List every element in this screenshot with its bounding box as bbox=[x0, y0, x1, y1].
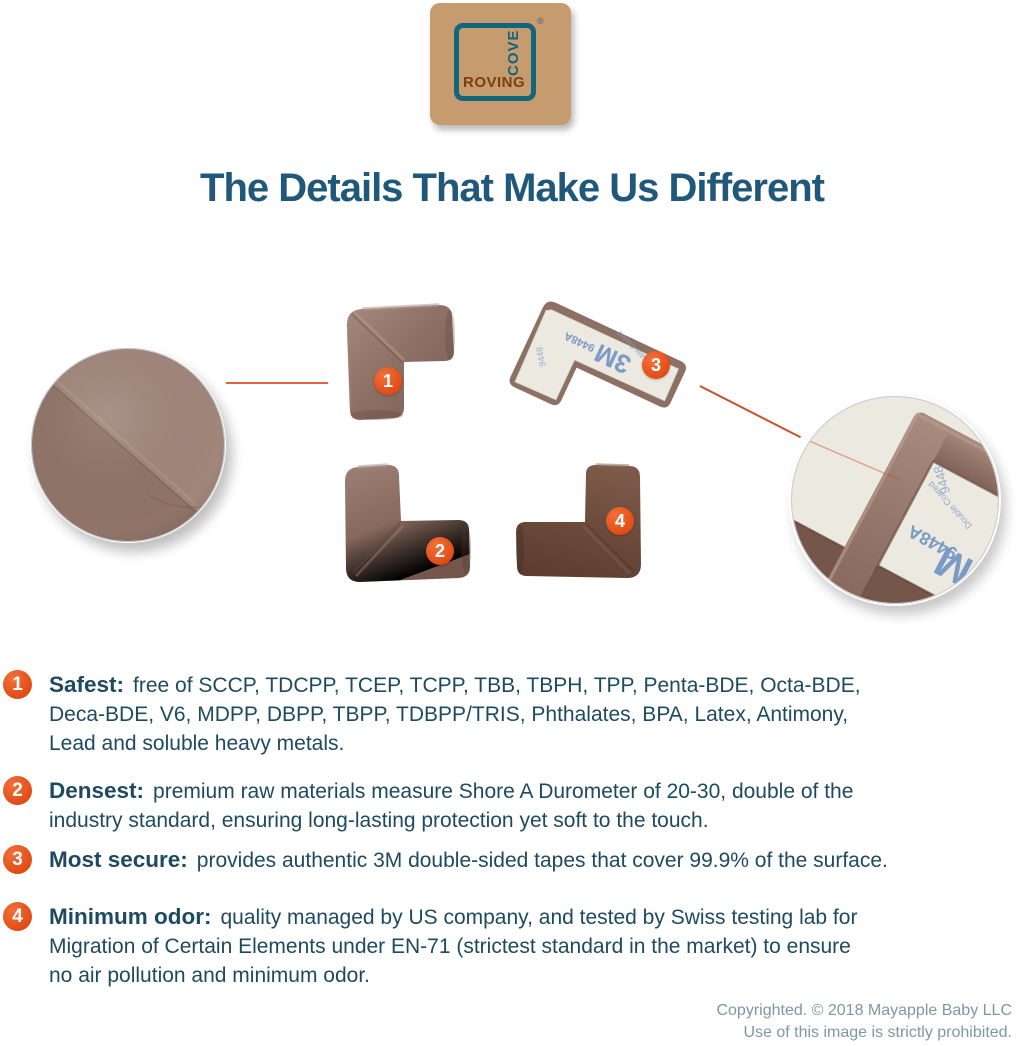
feature-description: premium raw materials measure Shore A Du… bbox=[153, 780, 854, 803]
tape-closeup-photo: 3M 9448A Double Coated 9448 bbox=[790, 395, 1000, 605]
feature-text: Most secure: provides authentic 3M double… bbox=[49, 845, 1021, 875]
feature-text-line: industry standard, ensuring long-lasting… bbox=[49, 809, 709, 832]
callout-line-left bbox=[226, 382, 328, 384]
feature-label: Densest: bbox=[49, 778, 145, 803]
feature-label: Safest: bbox=[49, 672, 125, 697]
feature-item-1: 1 Safest: free of SCCP, TDCPP, TCEP, TCPP,… bbox=[3, 670, 1021, 758]
tape-closeup-inset: 3M 9448A Double Coated 9448 bbox=[789, 394, 1001, 606]
feature-text: Safest: free of SCCP, TDCPP, TCEP, TCPP, … bbox=[49, 670, 1021, 758]
callout-line-right bbox=[699, 385, 802, 438]
feature-text-line: no air pollution and minimum odor. bbox=[49, 964, 371, 987]
feature-text-line: Most secure: provides authentic 3M double… bbox=[49, 845, 1021, 875]
roving-cove-logo: ROVING COVE ® bbox=[430, 3, 571, 125]
feature-number-badge: 4 bbox=[3, 902, 32, 931]
feature-item-4: 4 Minimum odor: quality managed by US comp… bbox=[3, 902, 1021, 990]
registered-trademark-icon: ® bbox=[537, 16, 544, 26]
foam-texture-inset bbox=[30, 347, 226, 543]
corner-protector-2 bbox=[345, 463, 471, 582]
foam-texture-photo bbox=[31, 348, 225, 542]
photo-marker-1: 1 bbox=[374, 367, 402, 395]
feature-number-badge: 1 bbox=[3, 670, 32, 699]
feature-label: Minimum odor: bbox=[49, 904, 212, 929]
corner-protector-1 bbox=[346, 303, 455, 420]
feature-text-line: Safest: free of SCCP, TDCPP, TCEP, TCPP, … bbox=[49, 670, 1021, 700]
feature-label: Most secure: bbox=[49, 847, 188, 872]
logo-cove-text: COVE bbox=[505, 29, 522, 76]
logo-frame bbox=[454, 23, 536, 101]
feature-description: quality managed by US company, and teste… bbox=[220, 906, 858, 929]
photo-marker-3: 3 bbox=[642, 351, 670, 379]
feature-number-badge: 3 bbox=[3, 845, 32, 874]
logo-roving-text: ROVING bbox=[463, 74, 526, 91]
feature-text-line: Minimum odor: quality managed by US compa… bbox=[49, 902, 1021, 932]
copyright-line-1: Copyrighted. © 2018 Mayapple Baby LLC bbox=[716, 1002, 1012, 1019]
corner-protector-4 bbox=[516, 463, 641, 578]
feature-description: provides authentic 3M double-sided tapes… bbox=[196, 849, 888, 872]
feature-text-line: Densest: premium raw materials measure Sh… bbox=[49, 776, 1021, 806]
feature-item-3: 3 Most secure: provides authentic 3M doubl… bbox=[3, 845, 1021, 875]
feature-text-line: Deca-BDE, V6, MDPP, DBPP, TBPP, TDBPP/TR… bbox=[49, 703, 849, 726]
photo-marker-2: 2 bbox=[426, 537, 454, 565]
copyright-line-2: Use of this image is strictly prohibited… bbox=[743, 1024, 1012, 1041]
feature-item-2: 2 Densest: premium raw materials measure S… bbox=[3, 776, 1021, 835]
feature-number-badge: 2 bbox=[3, 776, 32, 805]
copyright-notice: Copyrighted. © 2018 Mayapple Baby LLC Us… bbox=[716, 1000, 1012, 1044]
page-title: The Details That Make Us Different bbox=[200, 166, 825, 210]
feature-text-line: Migration of Certain Elements under EN-7… bbox=[49, 935, 851, 958]
feature-text: Densest: premium raw materials measure Sh… bbox=[49, 776, 1021, 835]
tape-frag-text: 9448 bbox=[534, 346, 547, 367]
corner-protector-3-tape-side: 3M 9448A Double Coated 9448 bbox=[509, 301, 687, 408]
feature-text: Minimum odor: quality managed by US compa… bbox=[49, 902, 1021, 990]
feature-description: free of SCCP, TDCPP, TCEP, TCPP, TBB, TB… bbox=[133, 674, 861, 697]
feature-text-line: Lead and soluble heavy metals. bbox=[49, 732, 345, 755]
photo-marker-4: 4 bbox=[606, 507, 634, 535]
